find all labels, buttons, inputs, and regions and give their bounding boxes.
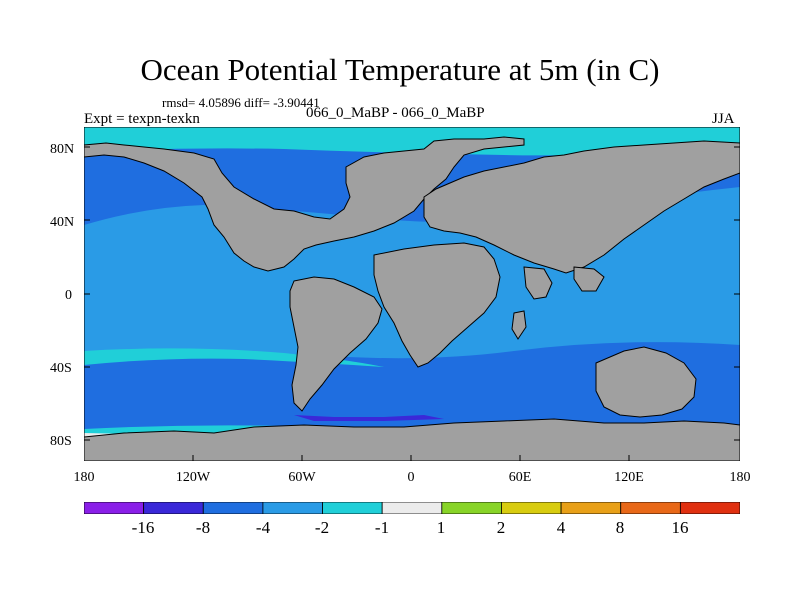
colorbar-label-minus8: -8 bbox=[195, 518, 211, 537]
lon-label-60e: 60E bbox=[508, 470, 532, 485]
lon-label-120w: 120W bbox=[175, 470, 211, 485]
colorbar-swatch-10 bbox=[679, 502, 740, 514]
southeast-asia-block bbox=[573, 266, 605, 292]
season-label: JJA bbox=[712, 111, 735, 127]
axis-ticks bbox=[84, 146, 740, 461]
land-masses bbox=[84, 136, 740, 461]
eurasia bbox=[423, 140, 740, 274]
lat-label-80s: 80S bbox=[50, 434, 72, 449]
lon-label-120e: 120E bbox=[614, 470, 644, 485]
southern-dark-patch bbox=[294, 415, 444, 421]
colorbar-label-8: 8 bbox=[615, 518, 625, 537]
arctic-cyan-band bbox=[84, 127, 740, 156]
experiment-label: Expt = texpn-texkn bbox=[84, 111, 200, 127]
colorbar-swatch-2 bbox=[202, 502, 264, 514]
temperature-map bbox=[84, 127, 740, 461]
colorbar-label-1: 1 bbox=[436, 518, 446, 537]
lat-label-40n: 40N bbox=[50, 215, 75, 230]
colorbar-swatch-7 bbox=[501, 502, 562, 514]
lat-label-40s: 40S bbox=[50, 361, 72, 376]
madagascar bbox=[511, 310, 527, 340]
north-america-greenland bbox=[84, 136, 525, 272]
colorbar-label-4: 4 bbox=[556, 518, 566, 537]
colorbar-label-16: 16 bbox=[671, 518, 689, 537]
colorbar-label-minus4: -4 bbox=[255, 518, 271, 537]
runs-label: 066_0_MaBP - 066_0_MaBP bbox=[306, 105, 485, 121]
lon-label-0: 0 bbox=[407, 470, 415, 485]
south-asia-block bbox=[523, 266, 553, 300]
colorbar-swatch-4 bbox=[322, 502, 383, 514]
colorbar-swatch-1 bbox=[143, 502, 204, 514]
colorbar-swatch-3 bbox=[262, 502, 323, 514]
lat-label-80n: 80N bbox=[50, 142, 75, 157]
colorbar-swatch-0 bbox=[84, 502, 145, 514]
colorbar-label-minus16: -16 bbox=[131, 518, 155, 537]
africa bbox=[373, 242, 501, 368]
stats-label: rmsd= 4.05896 diff= -3.90441 bbox=[162, 95, 320, 110]
lon-label-180e: 180 bbox=[729, 470, 751, 485]
colorbar-label-minus2: -2 bbox=[314, 518, 330, 537]
colorbar-label-2: 2 bbox=[496, 518, 506, 537]
lon-label-180w: 180 bbox=[73, 470, 95, 485]
lat-label-0: 0 bbox=[65, 288, 72, 303]
colorbar-swatch-5 bbox=[381, 502, 443, 514]
australia bbox=[595, 346, 697, 418]
colorbar bbox=[84, 502, 740, 514]
colorbar-swatch-9 bbox=[620, 502, 681, 514]
map-title: Ocean Potential Temperature at 5m (in C) bbox=[140, 52, 660, 87]
lon-label-60w: 60W bbox=[288, 470, 316, 485]
colorbar-label-minus1: -1 bbox=[374, 518, 390, 537]
south-america bbox=[289, 276, 383, 412]
colorbar-swatch-6 bbox=[441, 502, 502, 514]
colorbar-swatch-8 bbox=[560, 502, 622, 514]
antarctica bbox=[84, 418, 740, 461]
